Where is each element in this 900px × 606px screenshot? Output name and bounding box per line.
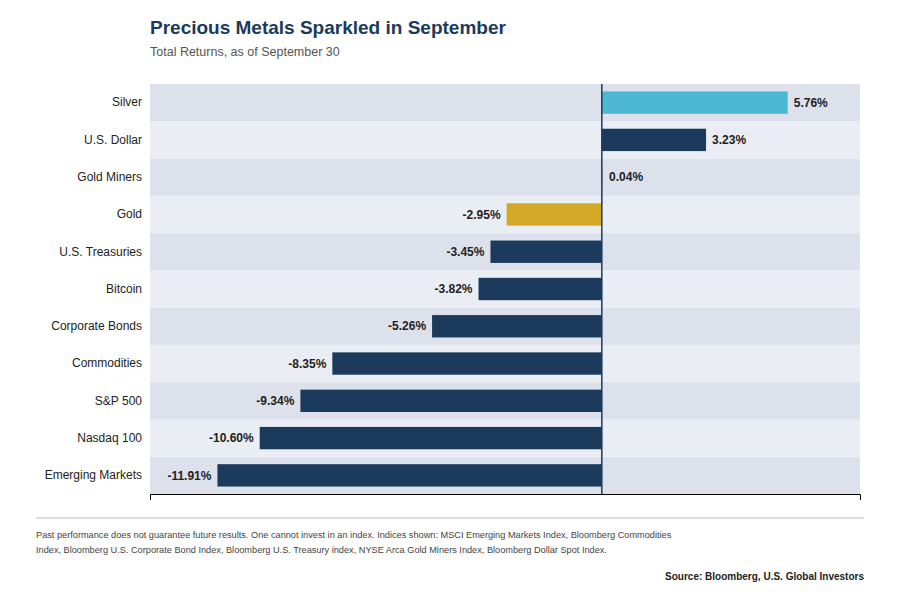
category-label: Bitcoin [106,282,142,296]
row-band [150,345,860,382]
data-label: -5.26% [388,319,426,333]
footnote: Index, Bloomberg U.S. Corporate Bond Ind… [36,545,607,555]
category-label: Gold [117,207,142,221]
row-band [150,308,860,345]
y-tick: Corporate Bonds [51,319,150,333]
bar [432,315,602,337]
y-tick: Silver [112,95,150,109]
category-label: Nasdaq 100 [77,431,142,445]
y-tick: Commodities [72,356,150,370]
data-label: -11.91% [167,469,211,483]
row-band [150,419,860,456]
category-label: Silver [112,95,142,109]
row-band [150,457,860,494]
data-label: -9.34% [256,394,294,408]
row-band [150,382,860,419]
bar [507,203,602,225]
source: Source: Bloomberg, U.S. Global Investors [665,571,864,582]
bar [332,352,601,374]
row-band [150,84,860,121]
baseline [601,84,603,494]
bar [602,91,788,113]
category-label: U.S. Dollar [84,133,142,147]
data-label: -2.95% [463,208,501,222]
marks [150,84,860,494]
x-axis [151,495,861,501]
plot: Emerging Markets Nasdaq 100 S&P 500 Commodi… [45,84,861,500]
separator [36,518,864,519]
x-axis-line [151,495,861,501]
data-label: 5.76% [794,96,828,110]
row-band [150,233,860,270]
bar [602,129,706,151]
category-label: Emerging Markets [45,468,142,482]
data-label: -10.60% [209,431,254,445]
row-band [150,196,860,233]
category-label: Commodities [72,356,142,370]
data-label: -8.35% [288,357,326,371]
data-label: -3.45% [446,245,484,259]
y-tick: Bitcoin [106,282,150,296]
row-band [150,121,860,158]
y-tick: Nasdaq 100 [77,431,150,445]
data-label: 0.04% [609,170,643,184]
row-band [150,159,860,196]
row-band [150,270,860,307]
y-tick: Gold [117,207,150,221]
y-tick: U.S. Dollar [84,133,150,147]
y-tick: Emerging Markets [45,468,150,482]
category-label: Corporate Bonds [51,319,142,333]
data-label: 3.23% [712,133,746,147]
bar [217,464,601,486]
category-label: U.S. Treasuries [59,245,142,259]
y-tick: S&P 500 [95,394,150,408]
data-label: -3.82% [435,282,473,296]
subtitle: Total Returns, as of September 30 [150,45,340,59]
y-tick: Gold Miners [77,170,150,184]
chart: Precious Metals Sparkled in September Tot… [0,0,900,606]
y-axis: Emerging Markets Nasdaq 100 S&P 500 Commodi… [45,95,150,482]
bar [300,390,601,412]
footnote: Past performance does not guarantee futu… [36,530,672,540]
category-label: S&P 500 [95,394,142,408]
title: Precious Metals Sparkled in September [150,17,506,38]
y-tick: U.S. Treasuries [59,245,150,259]
bar [479,278,602,300]
bar [260,427,602,449]
bar [490,241,601,263]
category-label: Gold Miners [77,170,142,184]
